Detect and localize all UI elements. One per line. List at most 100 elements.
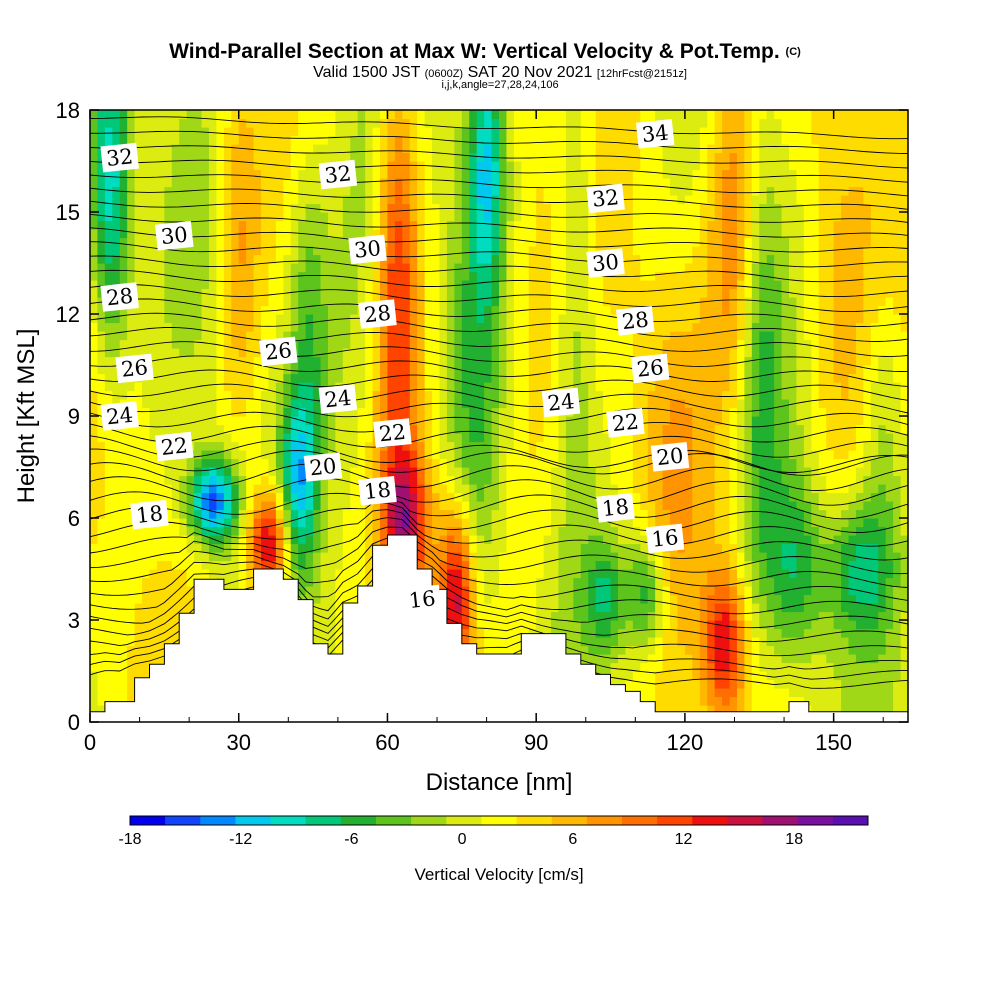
velocity-cell bbox=[543, 373, 552, 383]
velocity-cell bbox=[432, 314, 441, 324]
velocity-cell bbox=[603, 543, 612, 553]
velocity-cell bbox=[484, 288, 493, 298]
velocity-cell bbox=[446, 169, 455, 179]
velocity-cell bbox=[528, 382, 537, 392]
velocity-cell bbox=[573, 195, 582, 205]
velocity-cell bbox=[194, 246, 203, 256]
velocity-cell bbox=[142, 118, 151, 128]
velocity-cell bbox=[171, 365, 180, 375]
velocity-cell bbox=[499, 416, 508, 426]
velocity-cell bbox=[350, 577, 359, 587]
velocity-cell bbox=[417, 382, 426, 392]
velocity-cell bbox=[283, 322, 292, 332]
velocity-cell bbox=[409, 407, 418, 417]
velocity-cell bbox=[513, 254, 522, 264]
velocity-cell bbox=[446, 450, 455, 460]
velocity-cell bbox=[543, 492, 552, 502]
velocity-cell bbox=[513, 373, 522, 383]
velocity-cell bbox=[357, 407, 366, 417]
velocity-cell bbox=[528, 339, 537, 349]
velocity-cell bbox=[387, 399, 396, 409]
forecast-info: [12hrFcst@2151z] bbox=[597, 68, 687, 80]
velocity-cell bbox=[357, 144, 366, 154]
velocity-cell bbox=[201, 118, 210, 128]
velocity-cell bbox=[194, 356, 203, 366]
velocity-cell bbox=[439, 424, 448, 434]
velocity-cell bbox=[506, 603, 515, 613]
velocity-cell bbox=[119, 543, 128, 553]
velocity-cell bbox=[223, 373, 232, 383]
velocity-cell bbox=[558, 611, 567, 621]
velocity-cell bbox=[171, 152, 180, 162]
velocity-cell bbox=[320, 603, 329, 613]
velocity-cell bbox=[342, 135, 351, 145]
velocity-cell bbox=[298, 246, 307, 256]
velocity-cell bbox=[446, 246, 455, 256]
velocity-cell bbox=[573, 424, 582, 434]
velocity-cell bbox=[223, 577, 232, 587]
velocity-cell bbox=[543, 552, 552, 562]
velocity-cell bbox=[134, 552, 143, 562]
velocity-cell bbox=[543, 161, 552, 171]
velocity-cell bbox=[469, 348, 478, 358]
velocity-cell bbox=[521, 178, 530, 188]
velocity-cell bbox=[186, 467, 195, 477]
velocity-cell bbox=[350, 416, 359, 426]
velocity-cell bbox=[461, 637, 470, 647]
velocity-cell bbox=[402, 441, 411, 451]
velocity-cell bbox=[528, 297, 537, 307]
velocity-cell bbox=[134, 237, 143, 247]
velocity-cell bbox=[298, 169, 307, 179]
velocity-cell bbox=[142, 467, 151, 477]
velocity-cell bbox=[380, 229, 389, 239]
velocity-cell bbox=[97, 152, 106, 162]
velocity-cell bbox=[134, 535, 143, 545]
velocity-cell bbox=[402, 152, 411, 162]
velocity-cell bbox=[298, 484, 307, 494]
velocity-cell bbox=[573, 254, 582, 264]
velocity-cell bbox=[320, 424, 329, 434]
velocity-cell bbox=[112, 314, 121, 324]
velocity-cell bbox=[97, 509, 106, 519]
velocity-cell bbox=[97, 135, 106, 145]
velocity-cell bbox=[119, 552, 128, 562]
velocity-cell bbox=[164, 603, 173, 613]
velocity-cell bbox=[231, 577, 240, 587]
velocity-cell bbox=[499, 186, 508, 196]
velocity-cell bbox=[327, 645, 336, 655]
velocity-cell bbox=[536, 135, 545, 145]
velocity-cell bbox=[551, 356, 560, 366]
velocity-cell bbox=[565, 297, 574, 307]
velocity-cell bbox=[194, 339, 203, 349]
velocity-cell bbox=[506, 220, 515, 230]
velocity-cell bbox=[432, 220, 441, 230]
velocity-cell bbox=[208, 237, 218, 247]
velocity-cell bbox=[513, 127, 522, 137]
velocity-cell bbox=[208, 467, 218, 477]
velocity-cell bbox=[432, 339, 441, 349]
velocity-cell bbox=[484, 475, 493, 485]
velocity-cell bbox=[90, 152, 99, 162]
velocity-cell bbox=[551, 212, 560, 222]
velocity-cell bbox=[595, 331, 604, 341]
velocity-cell bbox=[179, 246, 188, 256]
velocity-cell bbox=[142, 246, 151, 256]
velocity-cell bbox=[179, 288, 188, 298]
velocity-cell bbox=[97, 594, 106, 604]
velocity-cell bbox=[194, 203, 203, 213]
velocity-cell bbox=[327, 526, 336, 536]
velocity-cell bbox=[380, 127, 389, 137]
velocity-cell bbox=[164, 144, 173, 154]
velocity-cell bbox=[179, 373, 188, 383]
velocity-cell bbox=[164, 628, 173, 638]
velocity-cell bbox=[283, 441, 292, 451]
velocity-cell bbox=[461, 526, 470, 536]
velocity-cell bbox=[246, 297, 255, 307]
velocity-cell bbox=[342, 186, 351, 196]
velocity-cell bbox=[335, 339, 344, 349]
velocity-cell bbox=[565, 331, 574, 341]
velocity-cell bbox=[454, 263, 463, 273]
velocity-cell bbox=[565, 152, 574, 162]
velocity-cell bbox=[543, 288, 552, 298]
velocity-cell bbox=[305, 195, 314, 205]
